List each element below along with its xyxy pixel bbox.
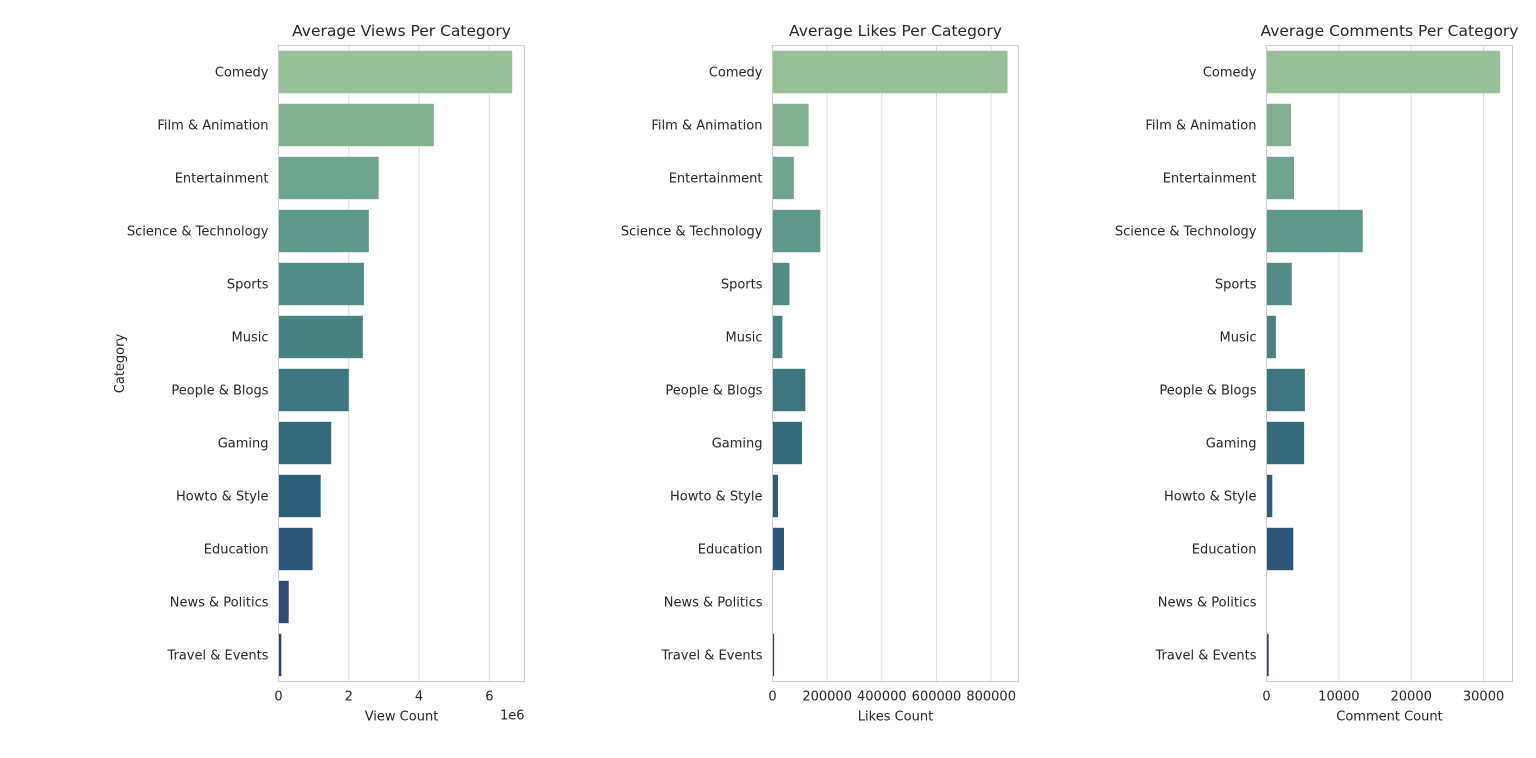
bar-film-and-animation (772, 103, 809, 147)
y-tick-label-entertainment: Entertainment (1163, 172, 1257, 187)
chart-title: Average Likes Per Category (789, 22, 1002, 40)
bar-comedy (772, 50, 1008, 94)
bar-sports (278, 262, 364, 306)
y-tick-label-entertainment: Entertainment (669, 172, 763, 187)
bar-comedy (278, 50, 513, 94)
y-tick-label-science-and-technology: Science & Technology (1115, 225, 1257, 240)
x-tick-label: 2 (345, 690, 353, 705)
bar-science-and-technology (772, 209, 821, 253)
y-tick-label-howto-and-style: Howto & Style (1164, 490, 1256, 505)
bar-science-and-technology (1266, 209, 1363, 253)
y-tick-label-sports: Sports (1215, 278, 1257, 293)
y-tick-label-gaming: Gaming (1206, 437, 1257, 452)
x-axis-label: Likes Count (858, 710, 933, 725)
y-tick-label-gaming: Gaming (712, 437, 763, 452)
chart-title: Average Views Per Category (292, 22, 511, 40)
x-tick-label: 0 (1262, 690, 1270, 705)
y-tick-label-education: Education (698, 543, 763, 558)
y-tick-label-people-and-blogs: People & Blogs (1159, 384, 1256, 399)
y-tick-label-education: Education (1192, 543, 1257, 558)
bar-entertainment (772, 156, 794, 200)
y-tick-label-travel-and-events: Travel & Events (1154, 649, 1256, 664)
bar-howto-and-style (772, 474, 778, 518)
bar-education (772, 527, 784, 571)
y-tick-label-science-and-technology: Science & Technology (621, 225, 763, 240)
y-tick-label-news-and-politics: News & Politics (1158, 596, 1257, 611)
bar-music (278, 315, 363, 359)
chart-panel-2: Comedy Film & Animation Entertainment Scien… (621, 22, 1019, 725)
y-tick-label-film-and-animation: Film & Animation (157, 119, 268, 134)
y-tick-label-sports: Sports (721, 278, 763, 293)
x-tick-label: 10000 (1318, 690, 1359, 705)
bar-education (278, 527, 313, 571)
bar-science-and-technology (278, 209, 369, 253)
chart-panel-1: Comedy Film & Animation Entertainment Scien… (113, 22, 525, 725)
x-tick-label: 6 (485, 690, 493, 705)
bar-news-and-politics (278, 580, 289, 624)
x-offset-label: 1e6 (500, 709, 525, 724)
bar-gaming (278, 421, 332, 465)
y-tick-label-comedy: Comedy (215, 66, 269, 81)
plot-frame (772, 45, 1019, 682)
x-tick-label: 800000 (966, 690, 1016, 705)
bar-sports (772, 262, 790, 306)
chart-title: Average Comments Per Category (1261, 22, 1519, 40)
x-tick-label: 20000 (1391, 690, 1432, 705)
bar-travel-and-events (772, 633, 775, 677)
y-tick-label-travel-and-events: Travel & Events (660, 649, 762, 664)
bar-film-and-animation (278, 103, 434, 147)
bar-travel-and-events (1266, 633, 1269, 677)
y-tick-label-howto-and-style: Howto & Style (176, 490, 268, 505)
y-tick-label-film-and-animation: Film & Animation (651, 119, 762, 134)
x-tick-label: 200000 (802, 690, 852, 705)
y-tick-label-music: Music (232, 331, 269, 346)
y-tick-label-gaming: Gaming (218, 437, 269, 452)
x-tick-label: 400000 (857, 690, 907, 705)
y-tick-label-entertainment: Entertainment (175, 172, 269, 187)
y-tick-label-comedy: Comedy (1203, 66, 1257, 81)
bar-people-and-blogs (772, 368, 806, 412)
x-tick-label: 0 (768, 690, 776, 705)
bar-comedy (1266, 50, 1501, 94)
y-tick-label-travel-and-events: Travel & Events (166, 649, 268, 664)
y-tick-label-sports: Sports (227, 278, 269, 293)
y-tick-label-film-and-animation: Film & Animation (1145, 119, 1256, 134)
bar-education (1266, 527, 1294, 571)
bar-entertainment (278, 156, 379, 200)
y-tick-label-people-and-blogs: People & Blogs (665, 384, 762, 399)
plot-frame (1266, 45, 1513, 682)
y-tick-label-news-and-politics: News & Politics (664, 596, 763, 611)
bar-sports (1266, 262, 1292, 306)
y-tick-label-education: Education (204, 543, 269, 558)
x-axis-label: View Count (365, 710, 439, 725)
y-axis-label: Category (113, 334, 128, 394)
bar-travel-and-events (278, 633, 282, 677)
bar-music (1266, 315, 1276, 359)
bar-music (772, 315, 783, 359)
y-tick-label-music: Music (1220, 331, 1257, 346)
bar-people-and-blogs (278, 368, 349, 412)
bar-film-and-animation (1266, 103, 1292, 147)
plot-frame (278, 45, 525, 682)
x-axis-label: Comment Count (1336, 710, 1442, 725)
y-tick-label-science-and-technology: Science & Technology (127, 225, 269, 240)
x-tick-label: 4 (415, 690, 423, 705)
y-tick-label-news-and-politics: News & Politics (170, 596, 269, 611)
bar-howto-and-style (278, 474, 321, 518)
y-tick-label-people-and-blogs: People & Blogs (171, 384, 268, 399)
x-tick-label: 30000 (1463, 690, 1504, 705)
bar-gaming (772, 421, 803, 465)
bar-people-and-blogs (1266, 368, 1305, 412)
bar-howto-and-style (1266, 474, 1273, 518)
x-tick-label: 600000 (912, 690, 962, 705)
chart-panel-3: Comedy Film & Animation Entertainment Scien… (1115, 22, 1519, 725)
bar-gaming (1266, 421, 1305, 465)
x-tick-label: 0 (274, 690, 282, 705)
bar-entertainment (1266, 156, 1294, 200)
y-tick-label-howto-and-style: Howto & Style (670, 490, 762, 505)
y-tick-label-comedy: Comedy (709, 66, 763, 81)
y-tick-label-music: Music (726, 331, 763, 346)
